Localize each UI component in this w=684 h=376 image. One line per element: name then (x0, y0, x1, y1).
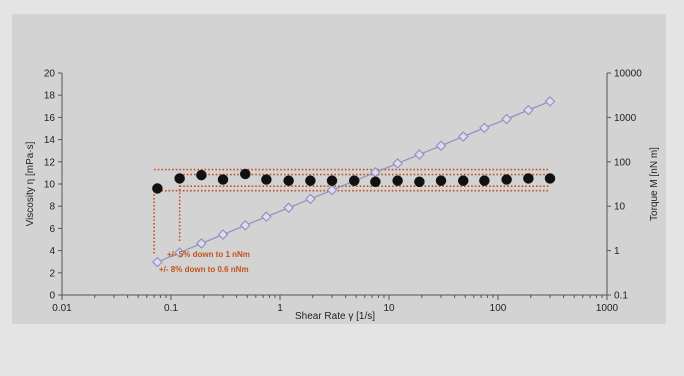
tick-marks (58, 72, 611, 300)
x-tick-label: 10 (383, 303, 395, 314)
y-right-tick-label: 100 (614, 157, 631, 168)
y-right-tick-label: 1000 (614, 113, 637, 124)
viscosity-point (414, 176, 425, 188)
y-left-tick-label: 4 (49, 246, 55, 257)
viscosity-point (305, 175, 316, 186)
viscosity-point (196, 169, 207, 181)
y-right-axis-title: Torque M [nN m] (649, 147, 660, 221)
x-tick-label: 0.1 (164, 303, 178, 314)
viscosity-point (523, 173, 534, 184)
viscosity-point (261, 174, 272, 185)
y-left-tick-label: 12 (44, 157, 56, 168)
viscosity-point (435, 175, 447, 186)
torque-point (544, 96, 556, 107)
viscosity-point (370, 176, 381, 188)
viscosity-point (501, 174, 512, 185)
viscosity-point (217, 174, 229, 185)
torque-point (435, 140, 447, 152)
x-tick-label: 0.01 (52, 303, 72, 314)
y-left-tick-label: 0 (49, 291, 55, 302)
torque-point (501, 113, 512, 125)
torque-point (261, 211, 272, 222)
y-left-tick-label: 16 (44, 113, 56, 124)
viscosity-point (283, 175, 294, 186)
viscosity-point (479, 175, 490, 186)
y-left-tick-label: 14 (44, 135, 56, 146)
torque-point (174, 247, 185, 258)
y-left-tick-label: 6 (49, 224, 55, 235)
torque-point (457, 131, 469, 142)
annotation-5-percent: +/- 5% down to 1 nNm (167, 250, 250, 259)
y-right-tick-label: 10 (614, 202, 626, 213)
x-tick-label: 1 (277, 303, 283, 314)
viscosity-point (152, 183, 163, 194)
viscosity-torque-chart: 0.01 0.1 1 10 100 1000024681012141618200.1110… (25, 69, 660, 323)
viscosity-point (458, 175, 469, 186)
torque-point (479, 122, 490, 134)
y-left-tick-label: 18 (44, 91, 56, 102)
torque-point (239, 220, 251, 231)
viscosity-point (174, 173, 185, 184)
torque-point (414, 149, 425, 160)
torque-point (305, 193, 316, 205)
torque-point (283, 202, 294, 214)
torque-point (217, 229, 229, 240)
torque-point (523, 104, 534, 116)
viscosity-point (544, 173, 556, 184)
y-left-tick-label: 10 (44, 180, 56, 191)
y-left-tick-label: 8 (49, 202, 55, 213)
viscosity-point (349, 175, 360, 186)
viscosity-series (152, 168, 556, 194)
y-right-tick-label: 0.1 (614, 291, 628, 302)
y-left-tick-label: 20 (44, 69, 56, 80)
annotation-8-percent: +/- 8% down to 0.6 nNm (159, 265, 249, 274)
torque-point (196, 238, 207, 249)
y-left-tick-label: 2 (49, 268, 55, 279)
torque-point (392, 158, 403, 169)
viscosity-point (392, 175, 403, 186)
viscosity-point (326, 175, 338, 186)
y-left-axis-title: Viscosity η [mPa·s] (25, 141, 36, 226)
x-tick-label: 100 (490, 303, 507, 314)
torque-point (152, 256, 163, 268)
chart-panel: 0.01 0.1 1 10 100 1000 0 2 4 6 8 10 12 14 16 18 20 0.1 1 10… (12, 14, 666, 324)
tick-labels: 0.01 0.1 1 10 100 1000024681012141618200.1110… (44, 69, 642, 315)
y-right-tick-label: 1 (614, 246, 620, 257)
torque-point (326, 184, 338, 196)
x-axis-title: Shear Rate γ [1/s] (295, 311, 375, 322)
viscosity-point (240, 168, 251, 180)
x-tick-label: 1000 (596, 303, 619, 314)
y-right-tick-label: 10000 (614, 69, 642, 80)
